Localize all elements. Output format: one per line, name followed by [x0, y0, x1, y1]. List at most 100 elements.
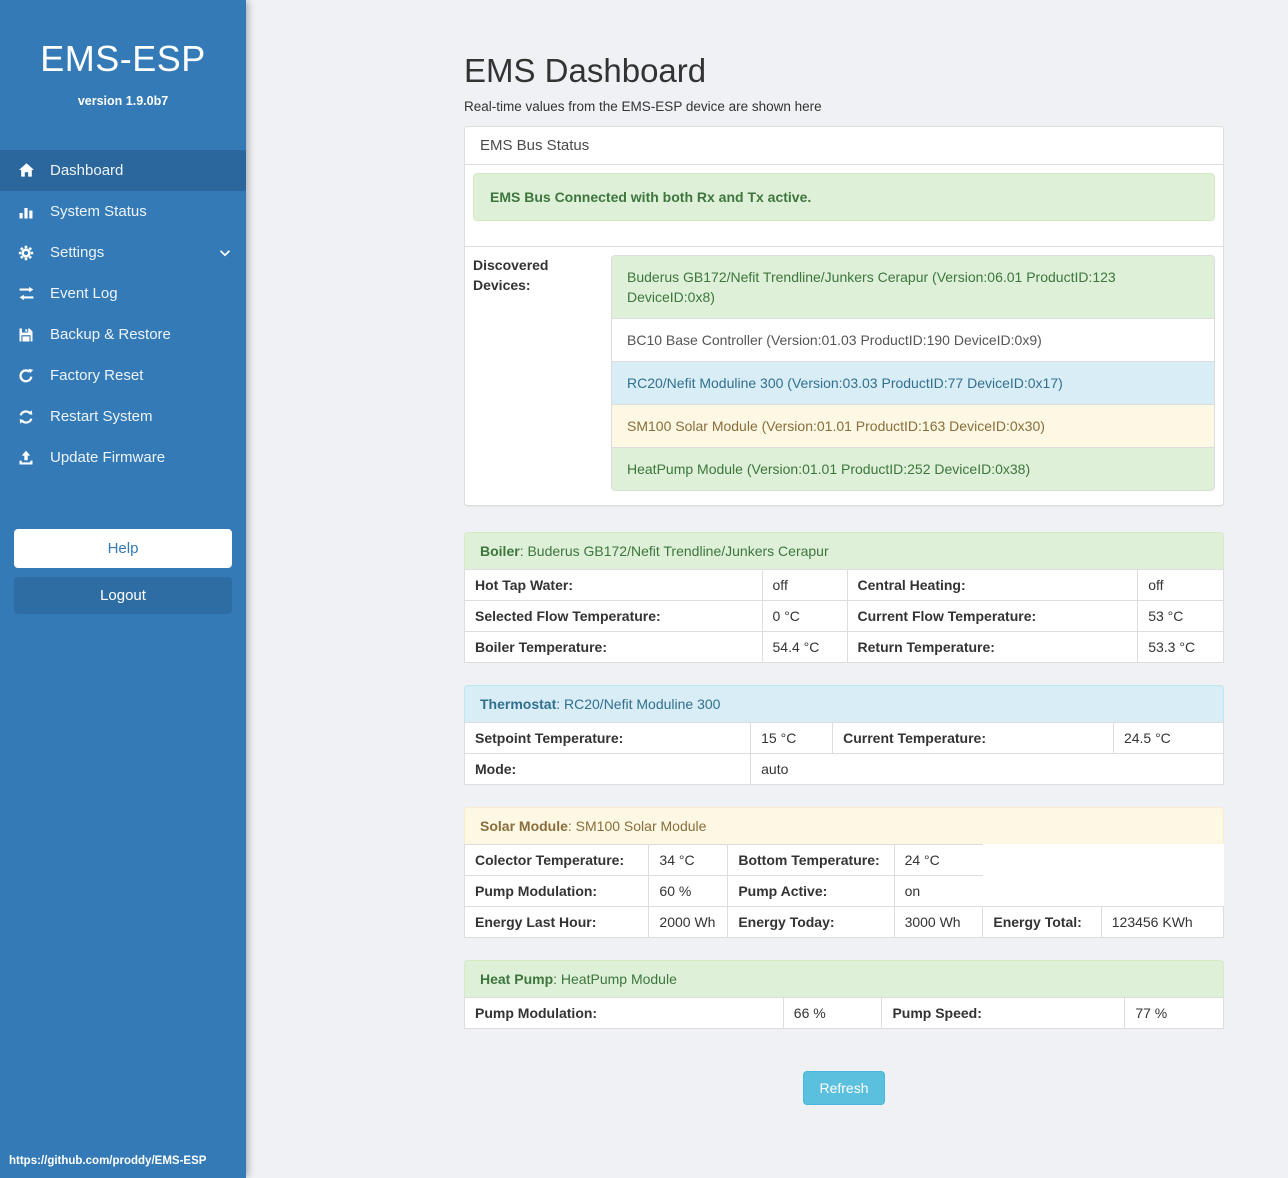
sidebar-item-label: Dashboard	[50, 162, 124, 179]
table-row: Boiler Temperature: 54.4 °C Return Tempera…	[464, 631, 1224, 663]
table-cell-label: Colector Temperature:	[463, 844, 650, 876]
boiler-section: Boiler: Buderus GB172/Nefit Trendline/Ju…	[464, 532, 1224, 663]
device-list-item: HeatPump Module (Version:01.01 ProductID…	[611, 447, 1215, 491]
exchange-icon	[14, 285, 38, 302]
gear-icon	[14, 245, 38, 261]
page-title: EMS Dashboard	[464, 52, 707, 89]
help-button[interactable]: Help	[14, 529, 232, 568]
table-cell-value: 34 °C	[648, 844, 729, 876]
solar-module-table: Colector Temperature: 34 °C Bottom Tempera…	[463, 844, 1225, 938]
table-cell-label: Energy Today:	[727, 906, 895, 938]
table-cell-value: 54.4 °C	[761, 631, 848, 663]
heat-pump-device-name: : HeatPump Module	[553, 971, 677, 987]
sidebar-item-dashboard[interactable]: Dashboard	[0, 150, 246, 191]
heat-pump-title-label: Heat Pump	[480, 971, 554, 987]
refresh-icon	[14, 409, 38, 425]
thermostat-title-label: Thermostat	[480, 696, 557, 712]
table-cell-value: 15 °C	[750, 722, 834, 754]
table-cell-value: off	[1137, 569, 1224, 601]
table-row: Selected Flow Temperature: 0 °C Current Fl…	[464, 600, 1224, 632]
table-cell-value: 0 °C	[761, 600, 848, 632]
bar-chart-icon	[14, 204, 38, 220]
table-cell-value: auto	[750, 753, 1224, 785]
thermostat-header: Thermostat: RC20/Nefit Moduline 300	[464, 685, 1224, 722]
boiler-title-label: Boiler	[480, 543, 520, 559]
table-cell-label: Return Temperature:	[846, 631, 1139, 663]
sidebar-item-factory-reset[interactable]: Factory Reset	[0, 355, 246, 396]
sidebar-item-system-status[interactable]: System Status	[0, 191, 246, 232]
table-row: Pump Modulation: 60 % Pump Active: on	[463, 875, 1224, 907]
sidebar-item-label: Factory Reset	[50, 367, 144, 384]
table-row: Hot Tap Water: off Central Heating: off	[464, 569, 1224, 601]
chevron-down-icon	[218, 246, 232, 260]
table-cell-label: Bottom Temperature:	[727, 844, 895, 876]
sidebar-item-label: System Status	[50, 203, 147, 220]
sidebar-item-settings[interactable]: Settings	[0, 232, 246, 273]
table-cell-value: 53.3 °C	[1137, 631, 1224, 663]
table-row: Mode: auto	[463, 753, 1224, 785]
home-icon	[14, 162, 38, 179]
device-list-item: BC10 Base Controller (Version:01.03 Prod…	[611, 318, 1215, 362]
refresh-area: Refresh	[464, 1051, 1224, 1135]
table-cell-label: Hot Tap Water:	[464, 569, 763, 601]
logout-button[interactable]: Logout	[14, 577, 232, 614]
table-cell-label: Current Flow Temperature:	[846, 600, 1139, 632]
save-icon	[14, 327, 38, 343]
ems-bus-status-panel: EMS Bus Status EMS Bus Connected with bo…	[464, 126, 1224, 506]
table-cell-value: 24.5 °C	[1112, 722, 1225, 754]
boiler-device-name: : Buderus GB172/Nefit Trendline/Junkers …	[519, 543, 829, 559]
table-cell-label: Pump Speed:	[881, 997, 1126, 1029]
heat-pump-table: Pump Modulation: 66 % Pump Speed: 77 %	[464, 997, 1224, 1029]
solar-module-title-label: Solar Module	[480, 818, 568, 834]
main-content: EMS Dashboard Real-time values from the …	[463, 0, 1225, 1135]
boiler-header: Boiler: Buderus GB172/Nefit Trendline/Ju…	[464, 532, 1224, 569]
sidebar-item-label: Backup & Restore	[50, 326, 171, 343]
sidebar-menu: Dashboard System Status Settings Event Log B…	[0, 150, 246, 478]
table-cell-label: Pump Active:	[727, 875, 895, 907]
device-list: Buderus GB172/Nefit Trendline/Junkers Ce…	[611, 255, 1215, 491]
solar-module-header: Solar Module: SM100 Solar Module	[464, 807, 1224, 844]
table-cell-label: Mode:	[463, 753, 752, 785]
table-cell-label: Energy Total:	[982, 906, 1102, 938]
sidebar-item-update-firmware[interactable]: Update Firmware	[0, 437, 246, 478]
device-sections: Boiler: Buderus GB172/Nefit Trendline/Ju…	[463, 532, 1225, 1029]
thermostat-table: Setpoint Temperature: 15 °C Current Temper…	[463, 722, 1225, 785]
table-row: Setpoint Temperature: 15 °C Current Temper…	[463, 722, 1225, 754]
table-cell-label: Current Temperature:	[832, 722, 1114, 754]
sidebar-item-event-log[interactable]: Event Log	[0, 273, 246, 314]
sidebar-item-backup-restore[interactable]: Backup & Restore	[0, 314, 246, 355]
ems-bus-status-heading: EMS Bus Status	[465, 127, 1223, 165]
ems-bus-status-body: EMS Bus Connected with both Rx and Tx ac…	[465, 165, 1223, 246]
sidebar-item-label: Update Firmware	[50, 449, 166, 466]
table-cell-label: Central Heating:	[846, 569, 1139, 601]
table-cell-value: on	[893, 875, 983, 907]
rotate-right-icon	[14, 368, 38, 384]
sidebar-item-restart-system[interactable]: Restart System	[0, 396, 246, 437]
table-cell-value	[982, 875, 1224, 907]
table-row: Colector Temperature: 34 °C Bottom Tempera…	[463, 844, 1224, 876]
upload-icon	[14, 450, 38, 466]
thermostat-section: Thermostat: RC20/Nefit Moduline 300 Setpo…	[463, 685, 1225, 785]
table-cell-value: 2000 Wh	[648, 906, 729, 938]
app-version: version 1.9.0b7	[77, 94, 169, 108]
boiler-table: Hot Tap Water: off Central Heating: off Sele…	[464, 569, 1224, 663]
page-subtitle: Real-time values from the EMS-ESP device…	[464, 99, 822, 114]
github-link[interactable]: https://github.com/proddy/EMS-ESP	[9, 1155, 207, 1167]
table-cell-label: Pump Modulation:	[463, 875, 650, 907]
table-cell-label: Setpoint Temperature:	[463, 722, 752, 754]
sidebar-item-label: Settings	[50, 244, 105, 261]
solar-module-section: Solar Module: SM100 Solar Module Colector…	[463, 807, 1225, 938]
refresh-button[interactable]: Refresh	[803, 1071, 885, 1105]
thermostat-device-name: : RC20/Nefit Moduline 300	[556, 696, 721, 712]
table-cell-value: 123456 KWh	[1100, 906, 1225, 938]
table-cell-value: 24 °C	[893, 844, 983, 876]
sidebar-buttons: Help Logout	[14, 529, 232, 614]
table-cell-label: Pump Modulation:	[464, 997, 784, 1029]
solar-module-device-name: : SM100 Solar Module	[567, 818, 707, 834]
table-cell-value	[982, 844, 1224, 876]
table-cell-label: Selected Flow Temperature:	[464, 600, 763, 632]
device-list-item: SM100 Solar Module (Version:01.01 Produc…	[611, 404, 1215, 448]
app-title: EMS-ESP	[40, 38, 206, 79]
table-cell-value: 66 %	[782, 997, 883, 1029]
table-row: Energy Last Hour: 2000 Wh Energy Today: 300…	[463, 906, 1225, 938]
